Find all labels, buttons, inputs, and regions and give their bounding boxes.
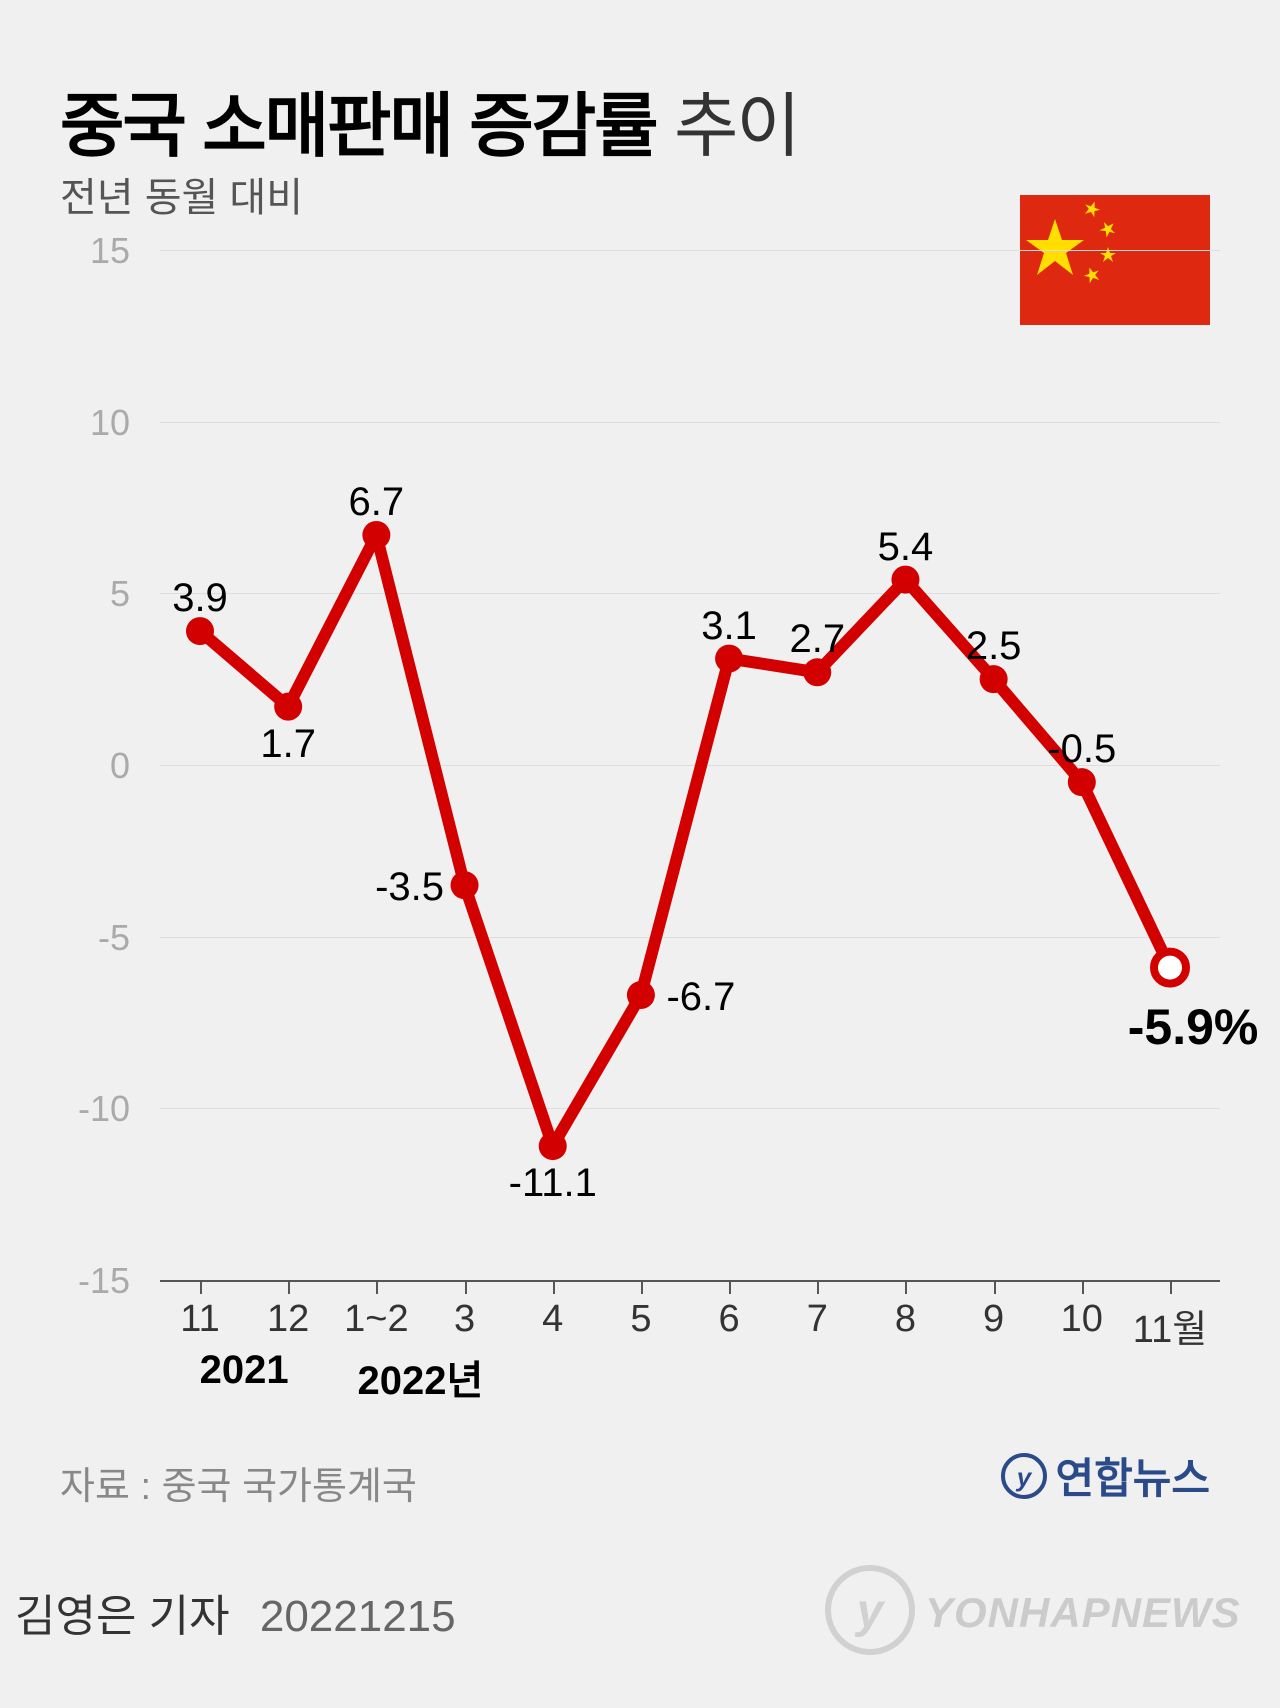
data-marker xyxy=(539,1132,567,1160)
svg-text:y: y xyxy=(1015,1462,1033,1492)
brand-logo-icon: y xyxy=(1001,1453,1047,1499)
title-bold: 중국 소매판매 증감률 xyxy=(60,87,657,165)
subtitle: 전년 동월 대비 xyxy=(60,165,303,223)
data-marker xyxy=(715,645,743,673)
data-label: 2.5 xyxy=(966,624,1022,669)
x-axis-label: 3 xyxy=(454,1298,475,1341)
x-axis-label: 10 xyxy=(1061,1298,1103,1341)
x-axis-label: 12 xyxy=(267,1298,309,1341)
data-marker xyxy=(980,665,1008,693)
data-label: 3.1 xyxy=(701,604,757,649)
data-label: -6.7 xyxy=(666,975,735,1020)
footer-date: 20221215 xyxy=(260,1592,456,1641)
data-label: 3.9 xyxy=(172,576,228,621)
x-axis-label: 8 xyxy=(895,1298,916,1341)
x-axis-label: 1~2 xyxy=(344,1298,408,1341)
x-axis-label: 6 xyxy=(719,1298,740,1341)
data-label: -11.1 xyxy=(509,1161,597,1206)
data-marker xyxy=(891,566,919,594)
chart-svg xyxy=(60,230,1220,1285)
footer-reporter: 김영은 기자 xyxy=(15,1592,230,1641)
data-marker xyxy=(274,693,302,721)
data-label: 6.7 xyxy=(349,480,405,525)
line-chart: -15-10-505101511121~234567891011월2021202… xyxy=(60,230,1220,1280)
svg-text:y: y xyxy=(855,1585,886,1638)
title-row: 중국 소매판매 증감률 추이 xyxy=(60,70,799,171)
year-label: 2021 xyxy=(200,1348,289,1393)
year-label: 2022년 xyxy=(358,1348,484,1406)
data-label: -0.5 xyxy=(1047,727,1116,772)
data-marker xyxy=(1068,768,1096,796)
brand-text: 연합뉴스 xyxy=(1055,1445,1210,1506)
x-axis-label: 11 xyxy=(180,1298,219,1341)
data-label: 2.7 xyxy=(789,617,845,662)
data-line xyxy=(200,535,1170,1146)
data-label: 5.4 xyxy=(878,525,934,570)
infographic-container: 중국 소매판매 증감률 추이 전년 동월 대비 -15-10-505101511… xyxy=(0,0,1280,1708)
data-marker xyxy=(803,658,831,686)
data-marker xyxy=(451,871,479,899)
data-marker xyxy=(186,617,214,645)
footer: 김영은 기자 20221215 xyxy=(15,1580,456,1644)
x-axis-label: 7 xyxy=(807,1298,828,1341)
title-light: 추이 xyxy=(657,87,799,165)
data-marker xyxy=(1154,952,1186,984)
watermark-icon: y YONHAPNEWS xyxy=(820,1555,1240,1665)
data-label: 1.7 xyxy=(260,722,316,767)
x-axis-label: 5 xyxy=(630,1298,651,1341)
source-text: 자료 : 중국 국가통계국 xyxy=(60,1455,417,1510)
brand-yonhap: y 연합뉴스 xyxy=(1001,1445,1210,1506)
x-axis-label: 4 xyxy=(542,1298,563,1341)
x-axis-label: 9 xyxy=(983,1298,1004,1341)
x-axis-label: 11월 xyxy=(1133,1298,1207,1353)
data-marker xyxy=(627,981,655,1009)
data-marker xyxy=(362,521,390,549)
data-label: -3.5 xyxy=(375,865,444,910)
watermark-text: YONHAPNEWS xyxy=(925,1589,1240,1636)
data-label: -5.9% xyxy=(1128,998,1259,1056)
